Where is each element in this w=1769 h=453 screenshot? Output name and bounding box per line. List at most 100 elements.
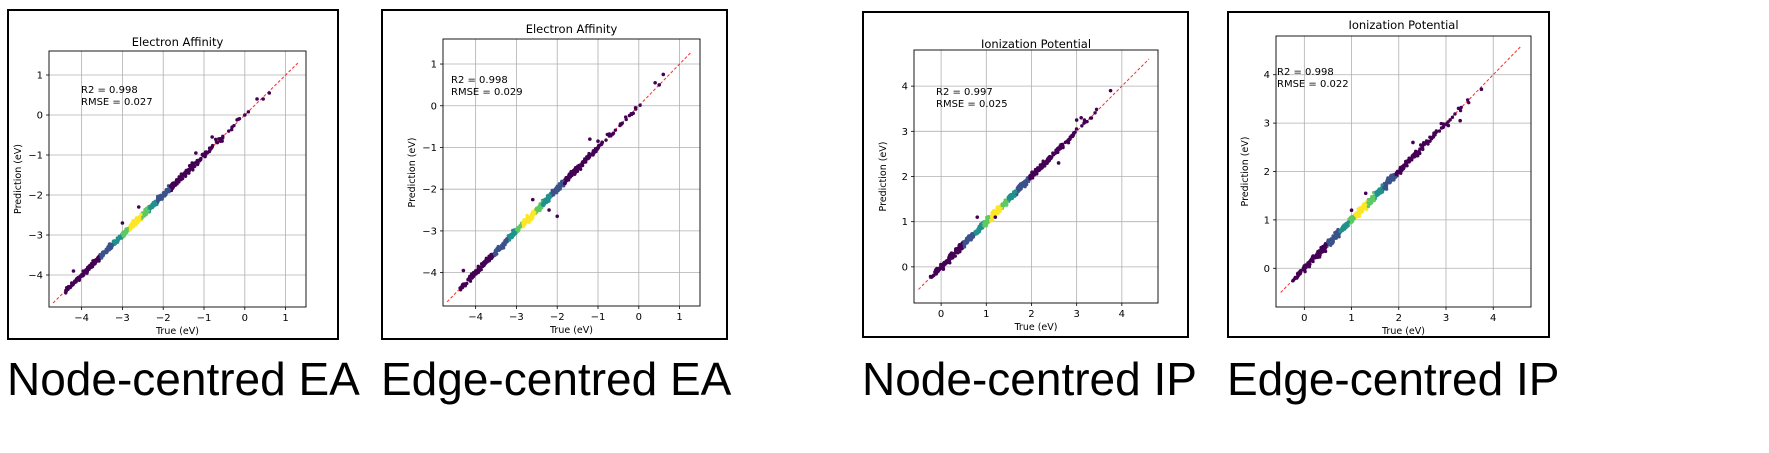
data-point [207,146,212,150]
annotation-rmse: RMSE = 0.029 [451,87,523,98]
data-point [492,251,497,256]
data-point [100,250,105,255]
data-point [153,201,158,205]
outlier-point [1079,115,1083,120]
x-tick-label: −2 [550,312,565,323]
data-point [1063,140,1068,145]
data-point [160,195,164,200]
outlier-point [1056,161,1061,165]
outlier-point [1446,123,1451,128]
data-point [1422,142,1427,146]
data-point [169,185,174,190]
data-point [73,279,77,284]
data-point [942,260,946,265]
data-points [1291,87,1484,283]
data-point [1037,168,1041,172]
outlier-point [661,72,666,77]
data-point [585,156,589,160]
data-point [147,206,152,210]
data-point [1028,174,1033,178]
data-point [1080,124,1084,128]
y-tick-label: −2 [422,185,437,196]
data-point [1334,236,1338,240]
data-point [936,267,941,271]
data-point [977,224,981,229]
scatter-chart-edge-ip: Ionization Potential 0 1 2 3 4 0 1 2 3 4 True (eV) P… [1240,18,1532,337]
data-point [118,234,122,239]
data-point [1377,191,1381,195]
outlier-point [657,83,662,87]
y-tick-label: 0 [431,101,437,112]
annotation-r2: R2 = 0.998 [1277,67,1334,78]
data-point [1014,190,1018,194]
chart-title: Ionization Potential [1348,18,1458,32]
outlier-point [194,151,198,155]
y-tick-label: −4 [422,268,437,279]
data-point [600,140,605,145]
data-point [1441,122,1446,126]
y-tick-label: 3 [1264,119,1270,130]
data-point [476,266,481,270]
data-point [463,283,468,288]
data-point [128,224,133,228]
data-point [1295,276,1299,280]
x-tick-label: −4 [468,312,483,323]
data-point [633,106,638,110]
x-tick-label: 2 [1028,309,1034,320]
data-point [1291,279,1295,283]
data-point [529,216,533,220]
data-point [627,113,632,118]
data-point [232,123,236,128]
data-point [958,245,962,249]
data-point [246,110,251,114]
data-point [1297,270,1302,274]
data-point [1345,222,1350,227]
data-points [458,72,666,292]
y-tick-label: 4 [902,82,908,93]
data-point [1364,207,1369,211]
y-tick-label: 1 [37,71,43,82]
outlier-point [210,135,214,139]
data-point [498,246,502,251]
y-tick-label: −4 [28,271,43,282]
data-point [157,194,161,198]
data-point [990,214,994,219]
data-point [1453,112,1457,116]
y-tick-label: 4 [1264,70,1270,81]
y-tick-label: 0 [902,262,908,273]
outlier-point [261,97,265,101]
outlier-point [1108,88,1113,93]
data-point [485,260,489,264]
y-tick-label: 2 [1264,167,1270,178]
data-point [137,219,141,223]
y-tick-label: 0 [1264,264,1270,275]
data-point [1411,154,1416,159]
data-point [1441,124,1446,129]
caption-edge-centred-ea: Edge-centred EA [381,353,732,405]
data-point [201,154,206,158]
data-point [929,275,934,279]
x-tick-label: 0 [636,312,642,323]
data-point [107,248,111,252]
data-point [545,195,550,200]
data-point [588,153,592,157]
data-point [975,229,980,233]
outlier-point [547,208,551,212]
chart-title: Electron Affinity [526,22,618,36]
data-point [64,288,68,293]
plot-frame [48,50,307,308]
data-point [995,208,999,212]
data-point [139,212,143,217]
plot-frame [442,38,701,307]
y-tick-label: 1 [431,60,437,71]
data-point [1409,158,1414,162]
data-point [1019,187,1023,191]
outlier-point [941,267,946,271]
data-point [1313,255,1318,260]
data-point [175,178,180,182]
y-tick-label: 2 [902,172,908,183]
caption-edge-centred-ip: Edge-centred IP [1227,353,1560,405]
data-point [1055,148,1059,152]
y-axis-label: Prediction (eV) [407,138,418,208]
data-points [64,91,272,295]
